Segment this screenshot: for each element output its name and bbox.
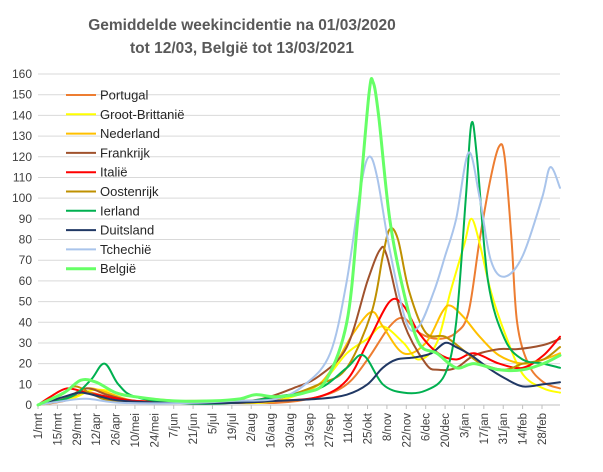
x-tick-label: 21/jun [188, 413, 200, 444]
x-tick-label: 24/mei [149, 413, 161, 448]
x-tick-label: 26/apr [111, 413, 123, 446]
axes: 0 10 20 30 40 50 60 70 80 90 100 110 120 130 140 150 160… [12, 67, 560, 448]
y-tick-label: 20 [19, 357, 33, 371]
x-tick-label: 2/aug [246, 413, 258, 442]
y-tick-label: 10 [19, 377, 33, 391]
x-tick-label: 12/apr [91, 413, 103, 446]
x-tick-label: 13/sep [304, 413, 316, 448]
y-tick-label: 0 [25, 398, 32, 412]
y-tick-label: 60 [19, 274, 33, 288]
x-tick-label: 27/sep [324, 413, 336, 448]
y-tick-label: 40 [19, 315, 33, 329]
x-tick-label: 28/feb [537, 413, 549, 445]
x-tick-label: 30/aug [285, 413, 297, 448]
grid [38, 73, 560, 385]
y-tick-label: 160 [12, 67, 32, 81]
legend-label-10: België [100, 261, 136, 276]
legend-label-2: Groot-Brittanië [100, 107, 185, 122]
x-tick-label: 8/nov [382, 413, 394, 441]
y-tick-label: 100 [12, 191, 32, 205]
legend-label-5: Italië [100, 165, 127, 180]
x-tick-label: 5/jul [207, 413, 219, 434]
y-tick-label: 90 [19, 212, 33, 226]
x-tick-label: 15/mrt [52, 412, 64, 445]
legend-label-7: Ierland [100, 203, 140, 218]
legend: Portugal Groot-Brittanië Nederland Frankrij… [66, 88, 185, 276]
y-tick-label: 130 [12, 129, 32, 143]
x-tick-label: 3/jan [459, 413, 471, 438]
y-tick-label: 50 [19, 295, 33, 309]
series-line-10 [36, 77, 562, 407]
series-lines [36, 77, 562, 407]
x-tick-label: 1/mrt [33, 412, 45, 439]
y-tick-label: 150 [12, 88, 32, 102]
x-tick-label: 20/dec [440, 413, 452, 448]
x-tick-label: 17/jan [479, 413, 491, 444]
chart-title-line-1: Gemiddelde weekincidentie na 01/03/2020 [88, 17, 396, 34]
legend-label-1: Portugal [100, 88, 149, 103]
series-line-7 [37, 121, 561, 406]
y-tick-label: 110 [13, 170, 32, 184]
x-tick-label: 31/jan [498, 413, 510, 444]
legend-label-3: Nederland [100, 126, 160, 141]
chart-title-line-2: tot 12/03, België tot 13/03/2021 [130, 40, 354, 57]
y-tick-label: 140 [12, 108, 32, 122]
legend-label-8: Duitsland [100, 223, 154, 238]
x-tick-label: 11/okt [343, 412, 355, 443]
legend-label-4: Frankrijk [100, 145, 150, 160]
legend-label-6: Oostenrijk [100, 184, 159, 199]
x-tick-label: 10/mei [130, 413, 142, 448]
y-tick-label: 80 [19, 233, 33, 247]
x-tick-label: 6/dec [421, 413, 433, 441]
y-tick-label: 30 [19, 336, 33, 350]
x-tick-label: 16/aug [266, 413, 278, 448]
series-line-5 [37, 297, 561, 406]
x-tick-label: 25/okt [363, 412, 375, 444]
x-tick-label: 7/jun [169, 413, 181, 438]
x-tick-label: 29/mrt [72, 412, 84, 445]
y-tick-label: 70 [19, 253, 33, 267]
x-tick-label: 19/jul [227, 413, 239, 441]
y-tick-label: 120 [12, 150, 32, 164]
x-tick-label: 14/feb [518, 413, 530, 445]
x-tick-label: 22/nov [401, 413, 413, 448]
series-line-8 [37, 341, 561, 406]
legend-label-9: Tchechië [100, 242, 151, 257]
